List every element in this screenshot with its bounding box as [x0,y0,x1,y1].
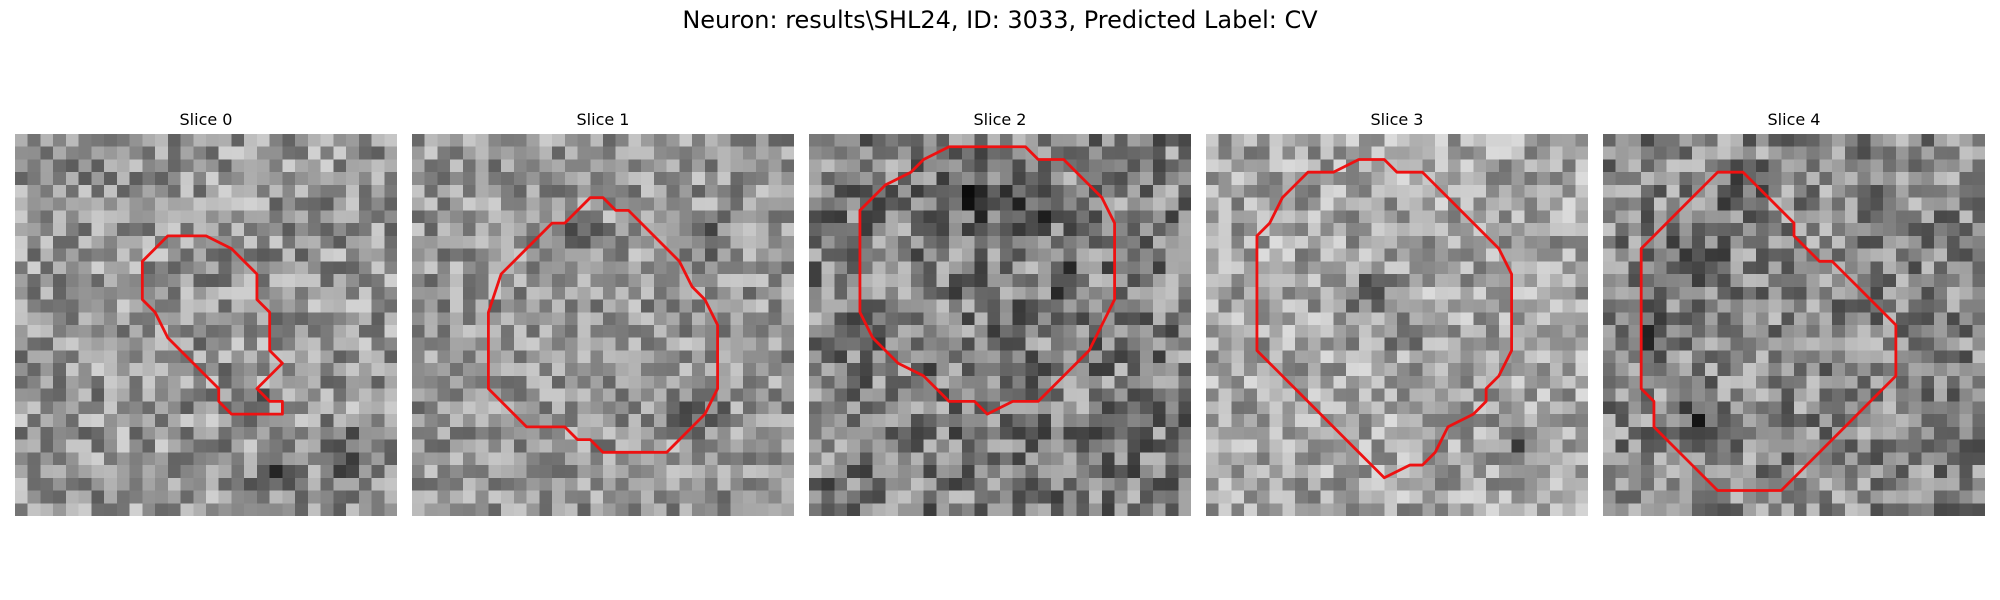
slice-image-4 [1603,134,1985,516]
slice-panel-4: Slice 4 [1603,108,1985,516]
slice-title: Slice 4 [1767,110,1821,129]
slice-title: Slice 2 [973,110,1027,129]
contour-outline [140,234,284,416]
pixel-grid [412,134,794,516]
contour-outline [1255,158,1514,480]
slice-image-2 [809,134,1191,516]
contour-outline [1639,170,1898,492]
slice-panel-1: Slice 1 [412,108,794,516]
slice-image-1 [412,134,794,516]
contour-outline [858,145,1117,416]
pixel-grid [15,134,397,516]
slice-panel-0: Slice 0 [15,108,397,516]
slice-title: Slice 1 [576,110,630,129]
slice-title: Slice 0 [179,110,233,129]
contour-outline [486,196,720,454]
slice-panel-3: Slice 3 [1206,108,1588,516]
slice-image-0 [15,134,397,516]
slice-image-3 [1206,134,1588,516]
slice-title: Slice 3 [1370,110,1424,129]
slice-panel-2: Slice 2 [809,108,1191,516]
pixel-grid [1603,134,1985,516]
pixel-grid [1206,134,1588,516]
pixel-grid [809,134,1191,516]
figure-title: Neuron: results\SHL24, ID: 3033, Predict… [682,6,1318,34]
